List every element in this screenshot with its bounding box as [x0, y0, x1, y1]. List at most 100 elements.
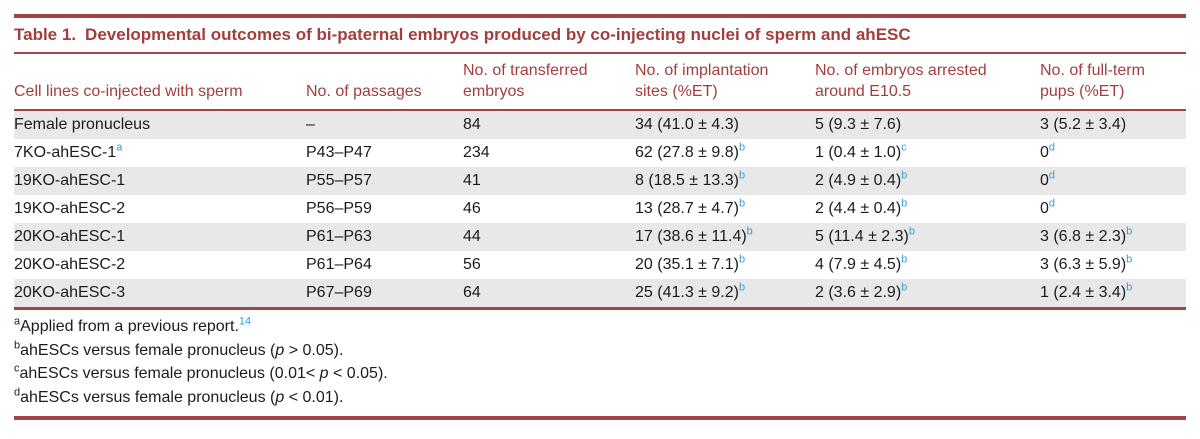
footnote-marker: b: [14, 339, 21, 352]
footnote: bahESCs versus female pronucleus (p > 0.…: [14, 339, 1186, 363]
cell-text: 25 (41.3 ± 9.2): [635, 284, 739, 301]
significance-superscript: b: [901, 197, 908, 210]
significance-superscript: b: [1126, 281, 1133, 294]
cell-text: 2 (4.9 ± 0.4): [815, 172, 902, 189]
table-row: 19KO-ahESC-1 P55–P57 41 8 (18.5 ± 13.3)b 2 (…: [14, 167, 1186, 195]
table-cell: 17 (38.6 ± 11.4)b: [635, 223, 815, 251]
footnote-text: ahESCs versus female pronucleus (: [20, 341, 276, 359]
cell-text: 1 (0.4 ± 1.0): [815, 144, 902, 161]
cell-text: 84: [463, 116, 481, 133]
column-header: No. of transferred embryos: [463, 54, 635, 111]
table-cell: 34 (41.0 ± 4.3): [635, 110, 815, 139]
table-cell: 2 (3.6 ± 2.9)b: [815, 279, 1040, 310]
table-cell: 20 (35.1 ± 7.1)b: [635, 251, 815, 279]
table-title-bar: Table 1. Developmental outcomes of bi-pat…: [14, 14, 1186, 54]
table-cell: 25 (41.3 ± 9.2)b: [635, 279, 815, 310]
cell-text: 19KO-ahESC-1: [14, 172, 126, 189]
citation-superscript: 14: [238, 315, 252, 328]
significance-superscript: b: [738, 253, 746, 266]
cell-text: 34 (41.0 ± 4.3): [635, 116, 739, 133]
table-cell: 19KO-ahESC-2: [14, 195, 306, 223]
significance-superscript: b: [746, 225, 753, 238]
significance-superscript: b: [901, 281, 908, 294]
table-cell: Female pronucleus: [14, 110, 306, 139]
footnote-text: > 0.05).: [284, 341, 344, 359]
significance-superscript: a: [116, 141, 123, 154]
significance-superscript: d: [1048, 169, 1056, 182]
cell-text: 8 (18.5 ± 13.3): [635, 172, 739, 189]
table-cell: 2 (4.9 ± 0.4)b: [815, 167, 1040, 195]
table-cell: P43–P47: [306, 139, 463, 167]
significance-superscript: b: [1126, 253, 1133, 266]
significance-superscript: d: [1048, 141, 1056, 154]
table-cell: P61–P63: [306, 223, 463, 251]
significance-superscript: b: [908, 225, 915, 238]
table-cell: 234: [463, 139, 635, 167]
table-row: 20KO-ahESC-2 P61–P64 56 20 (35.1 ± 7.1)b 4 (…: [14, 251, 1186, 279]
significance-superscript: b: [738, 281, 746, 294]
cell-text: 2 (3.6 ± 2.9): [815, 284, 902, 301]
table-cell: 20KO-ahESC-1: [14, 223, 306, 251]
data-table: Cell lines co-injected with sperm No. of …: [14, 54, 1186, 310]
table-cell: 1 (2.4 ± 3.4)b: [1040, 279, 1186, 310]
cell-text: P61–P64: [306, 256, 372, 273]
table-cell: 44: [463, 223, 635, 251]
cell-text: P43–P47: [306, 144, 372, 161]
cell-text: 7KO-ahESC-1: [14, 144, 117, 161]
table-cell: 1 (0.4 ± 1.0)c: [815, 139, 1040, 167]
footnote-text: < 0.01).: [284, 388, 344, 406]
cell-text: 20KO-ahESC-1: [14, 228, 126, 245]
cell-text: 17 (38.6 ± 11.4): [635, 228, 747, 245]
table-cell: 62 (27.8 ± 9.8)b: [635, 139, 815, 167]
footnote-marker: a: [14, 315, 21, 328]
cell-text: 234: [463, 144, 490, 161]
cell-text: 3 (5.2 ± 3.4): [1040, 116, 1127, 133]
table-cell: 20KO-ahESC-2: [14, 251, 306, 279]
footnote-text: ahESCs versus female pronucleus (: [20, 388, 276, 406]
footnote: aApplied from a previous report.14: [14, 315, 1186, 339]
table-cell: 5 (11.4 ± 2.3)b: [815, 223, 1040, 251]
cell-text: 19KO-ahESC-2: [14, 200, 126, 217]
table-cell: P67–P69: [306, 279, 463, 310]
table-row: 19KO-ahESC-2 P56–P59 46 13 (28.7 ± 4.7)b 2 (…: [14, 195, 1186, 223]
cell-text: 20KO-ahESC-3: [14, 284, 126, 301]
table-row: 7KO-ahESC-1a P43–P47 234 62 (27.8 ± 9.8)b 1 …: [14, 139, 1186, 167]
table-cell: 2 (4.4 ± 0.4)b: [815, 195, 1040, 223]
cell-text: 44: [463, 228, 481, 245]
cell-text: 41: [463, 172, 481, 189]
footnote: dahESCs versus female pronucleus (p < 0.…: [14, 386, 1186, 410]
cell-text: P61–P63: [306, 228, 372, 245]
significance-superscript: d: [1048, 197, 1056, 210]
cell-text: P56–P59: [306, 200, 372, 217]
cell-text: 62 (27.8 ± 9.8): [635, 144, 739, 161]
cell-text: 4 (7.9 ± 4.5): [815, 256, 902, 273]
table-cell: 84: [463, 110, 635, 139]
cell-text: 13 (28.7 ± 4.7): [635, 200, 739, 217]
footnote-text: Applied from a previous report.: [20, 318, 239, 335]
table-cell: 5 (9.3 ± 7.6): [815, 110, 1040, 139]
cell-text: 20 (35.1 ± 7.1): [635, 256, 739, 273]
cell-text: 3 (6.8 ± 2.3): [1040, 228, 1127, 245]
footnote-text: < 0.05).: [328, 365, 388, 382]
table-cell: 0d: [1040, 167, 1186, 195]
paper-table: Table 1. Developmental outcomes of bi-pat…: [14, 14, 1186, 420]
significance-superscript: b: [1126, 225, 1133, 238]
cell-text: 2 (4.4 ± 0.4): [815, 200, 902, 217]
table-row: Female pronucleus – 84 34 (41.0 ± 4.3) 5 (9.…: [14, 110, 1186, 139]
cell-text: 3 (6.3 ± 5.9): [1040, 256, 1127, 273]
table-cell: 19KO-ahESC-1: [14, 167, 306, 195]
column-header: No. of passages: [306, 54, 463, 111]
cell-text: 5 (11.4 ± 2.3): [815, 228, 909, 245]
significance-superscript: b: [738, 197, 746, 210]
cell-text: 5 (9.3 ± 7.6): [815, 116, 902, 133]
table-header: Cell lines co-injected with sperm No. of …: [14, 54, 1186, 111]
footnote-marker: d: [14, 386, 21, 399]
cell-text: 56: [463, 256, 481, 273]
table-cell: 3 (5.2 ± 3.4): [1040, 110, 1186, 139]
table-cell: P56–P59: [306, 195, 463, 223]
column-header: Cell lines co-injected with sperm: [14, 54, 306, 111]
footnote-text-italic: p: [319, 365, 329, 382]
column-header: No. of embryos arrested around E10.5: [815, 54, 1040, 111]
table-cell: 20KO-ahESC-3: [14, 279, 306, 310]
cell-text: 1 (2.4 ± 3.4): [1040, 284, 1127, 301]
